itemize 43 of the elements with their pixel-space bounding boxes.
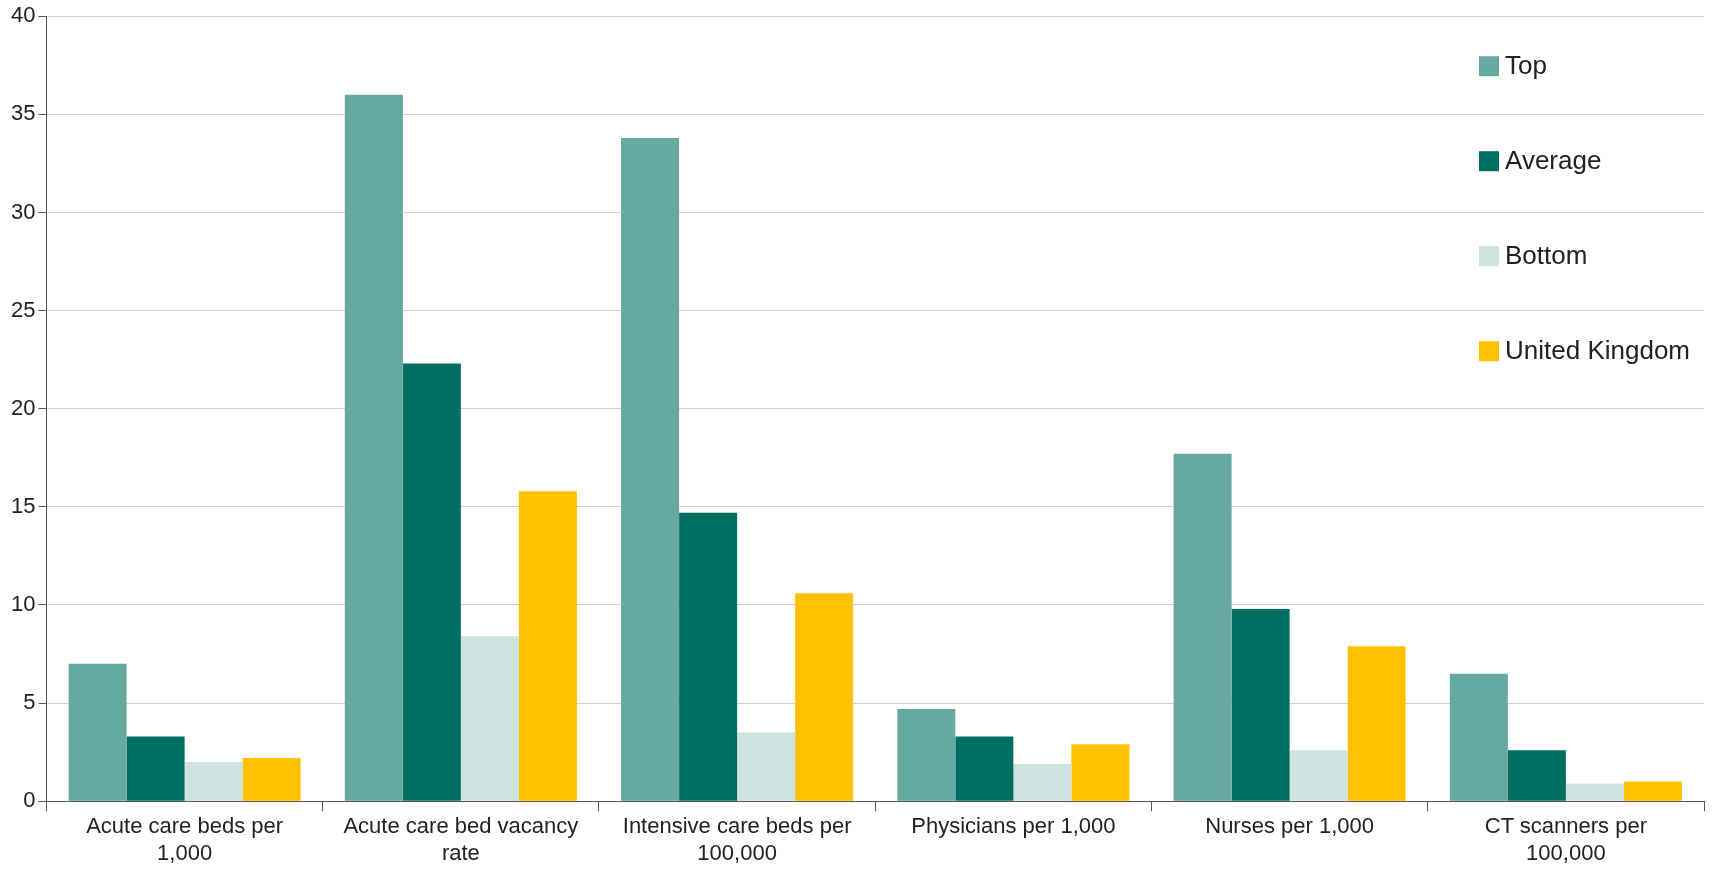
bar xyxy=(955,736,1014,801)
bar xyxy=(1231,608,1290,801)
y-tick-label: 40 xyxy=(10,2,36,28)
legend-label: United Kingdom xyxy=(1505,335,1690,366)
legend-label: Top xyxy=(1505,50,1547,81)
y-tick-label: 5 xyxy=(23,689,36,715)
bar xyxy=(1071,744,1130,801)
y-tick-label: 20 xyxy=(10,394,36,420)
bar xyxy=(344,94,403,801)
bar xyxy=(68,663,127,801)
bar xyxy=(1565,783,1624,801)
bar xyxy=(184,761,243,801)
legend-label: Average xyxy=(1505,145,1602,176)
bar xyxy=(242,758,301,801)
bar xyxy=(1013,763,1072,801)
x-tick-label: CT scanners per 100,000 xyxy=(1484,813,1647,865)
x-tick-label: Intensive care beds per 100,000 xyxy=(622,813,852,865)
bar xyxy=(1623,781,1682,801)
bar xyxy=(402,363,461,801)
bar xyxy=(1347,646,1406,801)
bar xyxy=(126,736,185,801)
y-tick-label: 25 xyxy=(10,296,36,322)
bar xyxy=(795,593,854,801)
y-tick-label: 35 xyxy=(10,100,36,126)
bar xyxy=(679,512,738,801)
bar xyxy=(621,137,680,801)
bar xyxy=(460,636,519,801)
legend-label: Bottom xyxy=(1505,240,1588,271)
bar xyxy=(1507,750,1566,801)
x-tick-label: Physicians per 1,000 xyxy=(911,813,1116,839)
x-tick-label: Nurses per 1,000 xyxy=(1205,813,1374,839)
y-tick-label: 10 xyxy=(10,591,36,617)
bar xyxy=(1173,453,1232,801)
y-tick-label: 30 xyxy=(10,198,36,224)
x-tick-label: Acute care beds per 1,000 xyxy=(86,813,284,865)
bar xyxy=(1289,750,1348,801)
bar xyxy=(897,708,956,801)
y-tick-label: 15 xyxy=(10,492,36,518)
bar xyxy=(1449,673,1508,801)
bar xyxy=(518,491,577,801)
x-tick-label: Acute care bed vacancy rate xyxy=(343,813,579,865)
bar xyxy=(737,732,796,801)
y-tick-label: 0 xyxy=(23,787,36,813)
